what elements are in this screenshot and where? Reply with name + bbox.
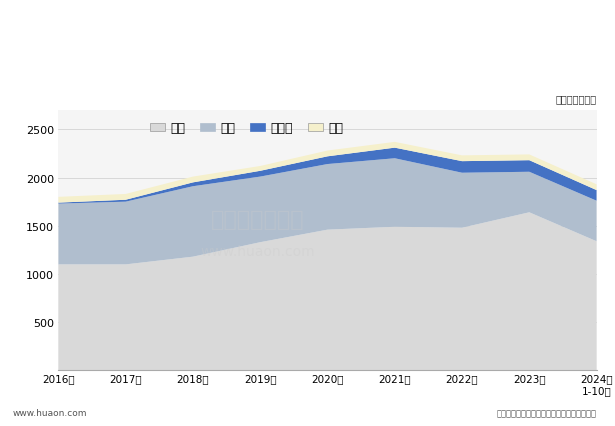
Text: 专业严谨 • 客观科学: 专业严谨 • 客观科学	[443, 6, 502, 16]
Text: www.huaon.com: www.huaon.com	[200, 244, 315, 258]
Text: 2016-2024年1-10月贵州省各发电类型发电量: 2016-2024年1-10月贵州省各发电类型发电量	[161, 62, 454, 81]
Text: www.huaon.com: www.huaon.com	[12, 409, 87, 417]
Text: 华经产业研究院: 华经产业研究院	[211, 210, 304, 230]
Legend: 火力, 水力, 太阳能, 风力: 火力, 水力, 太阳能, 风力	[145, 117, 348, 140]
Text: 数据来源：国家统计局；华经产业研究院整理: 数据来源：国家统计局；华经产业研究院整理	[496, 409, 597, 417]
Text: ■ 华经情报网: ■ 华经情报网	[12, 6, 54, 16]
Text: 单位：亿千瓦时: 单位：亿千瓦时	[555, 95, 597, 104]
